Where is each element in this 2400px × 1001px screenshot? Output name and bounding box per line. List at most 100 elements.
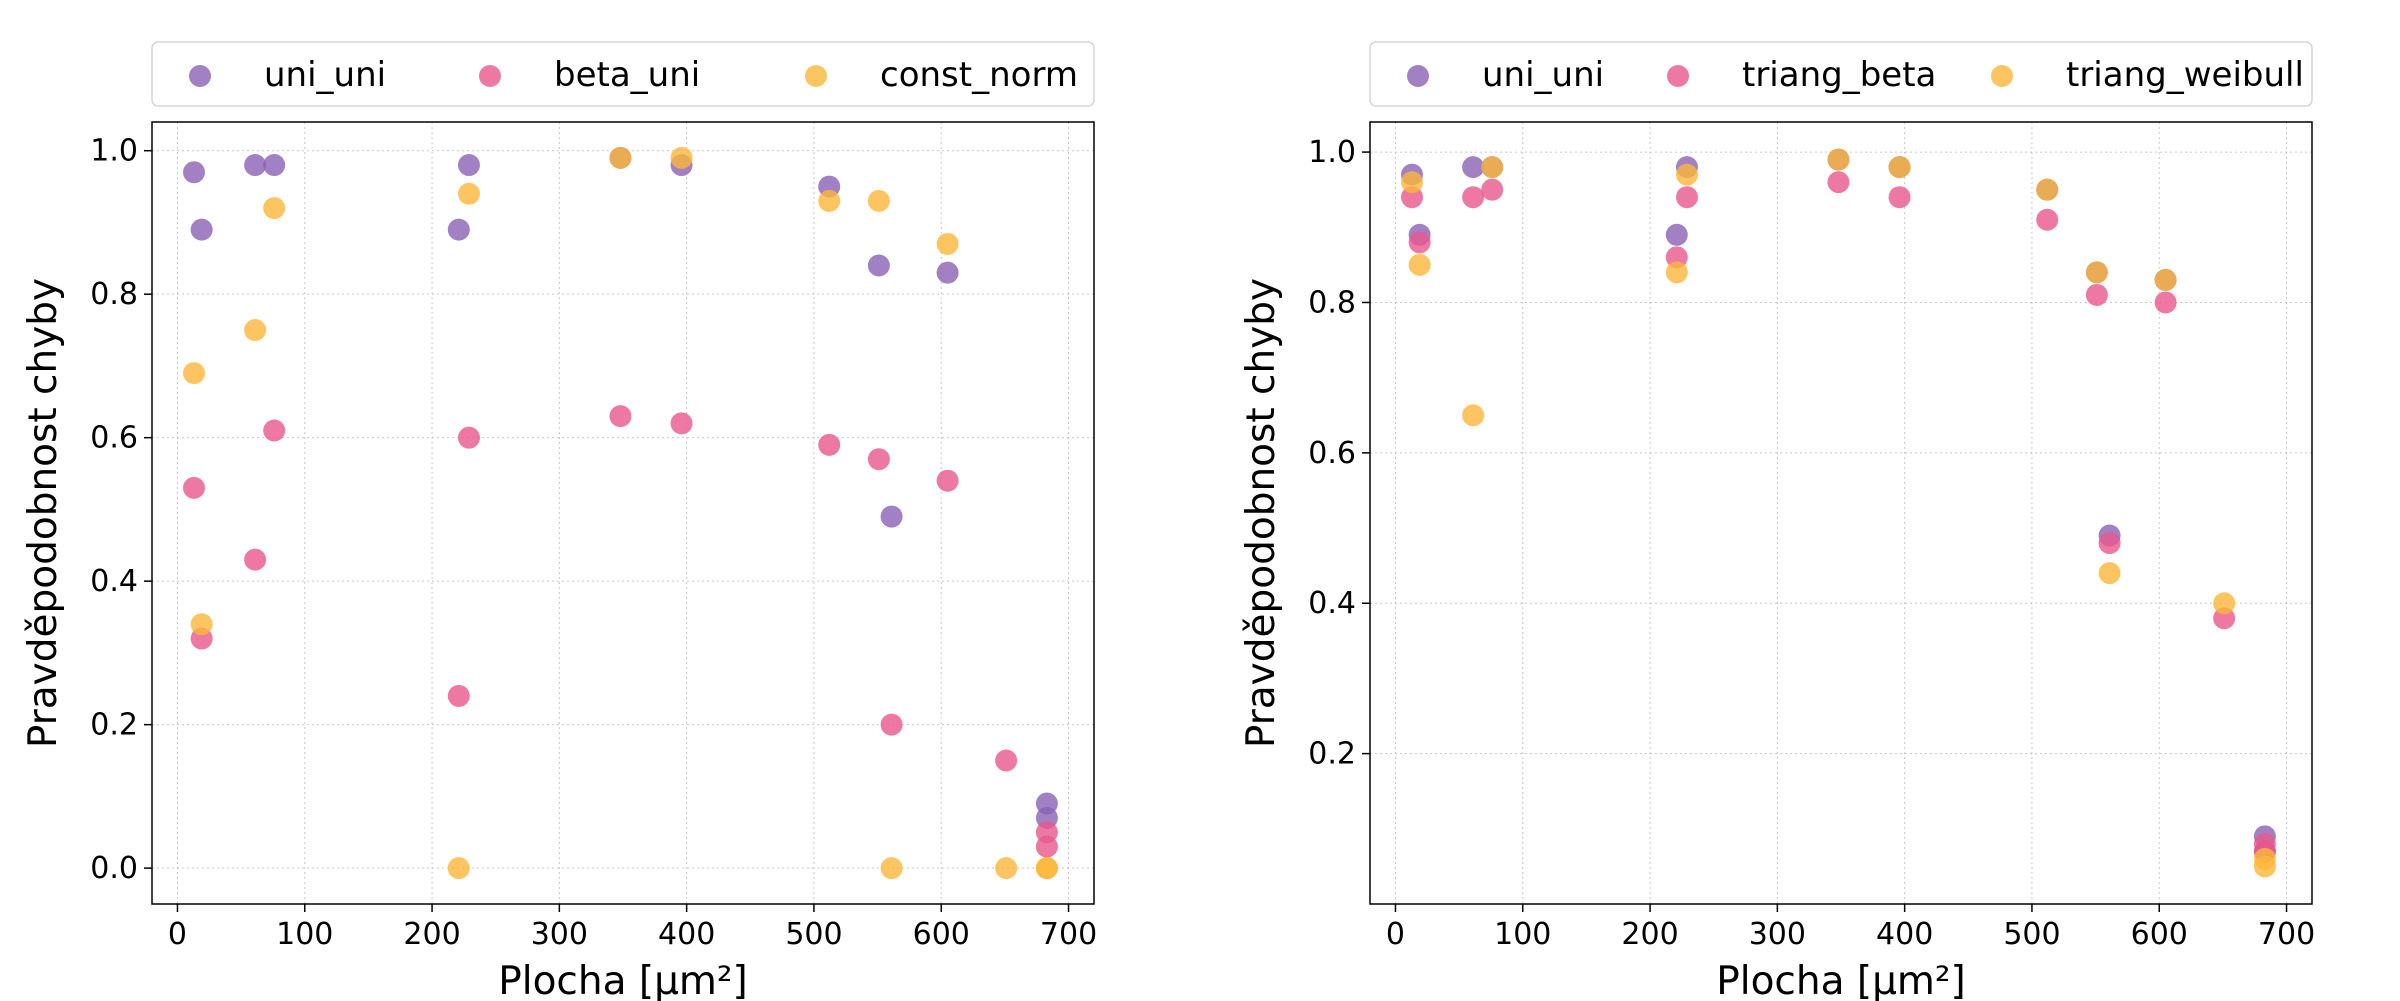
x-tick-label: 700 <box>1040 917 1097 952</box>
legend-label: beta_uni <box>554 55 700 95</box>
y-tick-label: 0.6 <box>1308 436 1356 471</box>
data-point <box>2098 532 2121 555</box>
grid <box>1370 122 2312 904</box>
x-tick-label: 200 <box>403 917 460 952</box>
data-point <box>1888 186 1911 209</box>
data-point <box>867 189 890 212</box>
data-point <box>1827 148 1850 171</box>
x-tick-label: 100 <box>1494 917 1551 952</box>
data-point <box>670 412 693 435</box>
series-beta_uni <box>183 405 1058 858</box>
data-point <box>1408 231 1431 254</box>
data-point <box>1401 171 1424 194</box>
x-tick-label: 500 <box>2003 917 2060 952</box>
series-const_norm <box>183 146 1058 880</box>
data-point <box>2085 261 2108 284</box>
data-point <box>1462 156 1485 179</box>
x-tick-label: 300 <box>1749 917 1806 952</box>
y-tick-label: 0.8 <box>90 277 138 312</box>
legend-label: uni_uni <box>264 55 386 95</box>
series-triang_weibull <box>1401 148 2276 878</box>
data-point <box>183 362 206 385</box>
y-tick-label: 1.0 <box>1308 135 1356 170</box>
legend: uni_uni beta_uni const_norm <box>151 41 1095 107</box>
data-point <box>1665 223 1688 246</box>
legend-frame <box>1369 41 2313 107</box>
x-tick-label: 700 <box>2258 917 2315 952</box>
data-point <box>670 146 693 169</box>
legend-marker <box>189 65 211 87</box>
data-point <box>1462 186 1485 209</box>
data-point <box>263 197 286 220</box>
legend-marker <box>1407 65 1429 87</box>
data-point <box>936 261 959 284</box>
data-point <box>1665 261 1688 284</box>
series-uni_uni <box>1401 148 2276 863</box>
y-tick-label: 0.2 <box>1308 737 1356 772</box>
series-uni_uni <box>183 146 1058 829</box>
legend-label: triang_weibull <box>2066 55 2304 95</box>
plot-frame <box>151 121 1095 905</box>
x-tick-label: 500 <box>785 917 842 952</box>
data-point <box>936 469 959 492</box>
data-point <box>995 857 1018 880</box>
data-point <box>880 857 903 880</box>
x-tick-label: 600 <box>913 917 970 952</box>
y-tick-label: 0.0 <box>90 851 138 886</box>
data-point <box>1827 171 1850 194</box>
legend-label: triang_beta <box>1742 55 1936 95</box>
legend-frame <box>151 41 1095 107</box>
data-point <box>818 189 841 212</box>
data-point <box>263 419 286 442</box>
data-point <box>2085 283 2108 306</box>
x-tick-label: 600 <box>2131 917 2188 952</box>
data-point <box>867 254 890 277</box>
data-point <box>1408 253 1431 276</box>
data-point <box>2036 208 2059 231</box>
data-point <box>244 548 267 571</box>
data-point <box>1665 246 1688 269</box>
data-point <box>457 182 480 205</box>
data-point <box>183 161 206 184</box>
data-point <box>190 218 213 241</box>
data-point <box>2098 562 2121 585</box>
data-point <box>1675 186 1698 209</box>
y-tick-label: 0.8 <box>1308 285 1356 320</box>
x-tick-label: 0 <box>1386 917 1405 952</box>
data-point <box>457 426 480 449</box>
data-point <box>880 505 903 528</box>
y-tick-label: 0.4 <box>90 564 138 599</box>
data-point <box>183 476 206 499</box>
y-axis-label: Pravděpodobnost chyby <box>1239 278 1284 748</box>
plot-frame <box>1369 121 2313 905</box>
x-tick-label: 300 <box>531 917 588 952</box>
data-point <box>995 749 1018 772</box>
data-point <box>2036 178 2059 201</box>
data-point <box>190 613 213 636</box>
data-point <box>2154 291 2177 314</box>
x-axis-label: Plocha [µm²] <box>498 959 748 1001</box>
data-point <box>447 684 470 707</box>
data-point <box>244 319 267 342</box>
data-point <box>447 218 470 241</box>
y-tick-label: 0.4 <box>1308 586 1356 621</box>
legend-marker <box>1991 65 2013 87</box>
legend-marker <box>805 65 827 87</box>
y-axis-label: Pravděpodobnost chyby <box>21 278 66 748</box>
data-point <box>1481 156 1504 179</box>
x-tick-label: 100 <box>276 917 333 952</box>
data-point <box>1481 178 1504 201</box>
data-point <box>609 405 632 428</box>
data-point <box>2253 855 2276 878</box>
data-point <box>1888 156 1911 179</box>
legend: uni_uni triang_beta triang_weibull <box>1369 41 2313 107</box>
data-point <box>2154 268 2177 291</box>
x-axis-label: Plocha [µm²] <box>1716 959 1966 1001</box>
y-tick-label: 0.2 <box>90 708 138 743</box>
legend-label: const_norm <box>880 55 1078 95</box>
x-tick-label: 0 <box>168 917 187 952</box>
data-point <box>609 146 632 169</box>
x-tick-label: 400 <box>658 917 715 952</box>
data-point <box>2213 592 2236 615</box>
data-point <box>936 232 959 255</box>
